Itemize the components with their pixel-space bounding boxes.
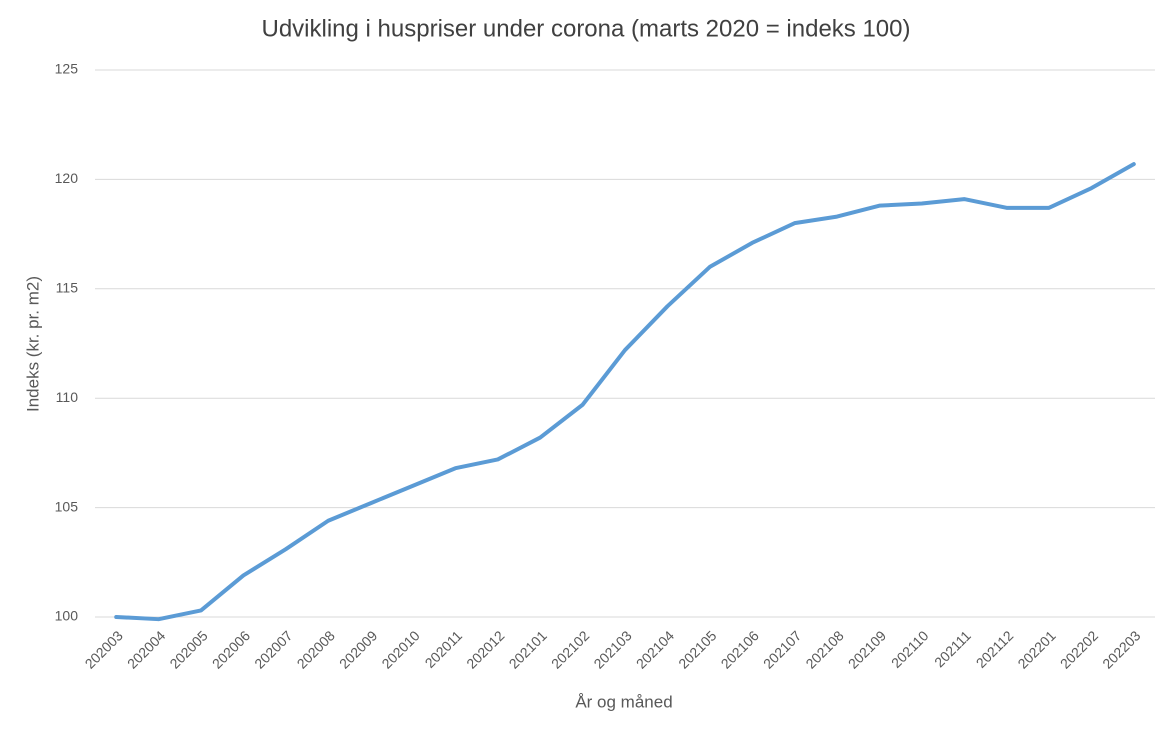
y-tick-label: 110 bbox=[56, 389, 79, 405]
x-tick-label: 202004 bbox=[124, 627, 168, 671]
x-tick-label: 202108 bbox=[802, 627, 846, 671]
x-tick-label: 202105 bbox=[675, 627, 719, 671]
x-tick-label: 202005 bbox=[166, 627, 210, 671]
x-tick-label: 202110 bbox=[888, 627, 932, 671]
x-tick-label: 202009 bbox=[336, 627, 380, 671]
x-tick-label: 202107 bbox=[760, 627, 804, 671]
y-tick-label: 125 bbox=[55, 61, 79, 77]
x-tick-label: 202003 bbox=[82, 627, 126, 671]
x-tick-label: 202102 bbox=[548, 627, 592, 671]
x-tick-label: 202010 bbox=[378, 627, 422, 671]
x-tick-label: 202101 bbox=[506, 627, 550, 671]
x-tick-label: 202008 bbox=[294, 627, 338, 671]
x-tick-label: 202006 bbox=[209, 627, 253, 671]
y-tick-label: 120 bbox=[55, 170, 79, 186]
x-tick-label: 202007 bbox=[251, 627, 295, 671]
x-tick-label: 202104 bbox=[633, 627, 677, 671]
y-tick-label: 105 bbox=[55, 498, 79, 514]
x-tick-label: 202103 bbox=[590, 627, 634, 671]
x-tick-label: 202202 bbox=[1057, 627, 1101, 671]
x-tick-label: 202109 bbox=[845, 627, 889, 671]
y-tick-label: 100 bbox=[55, 608, 79, 624]
x-axis-title: År og måned bbox=[575, 692, 672, 711]
x-tick-label: 202012 bbox=[463, 627, 507, 671]
x-tick-label: 202203 bbox=[1099, 627, 1143, 671]
data-line bbox=[114, 162, 1136, 622]
y-tick-label: 115 bbox=[56, 280, 79, 296]
y-axis-title: Indeks (kr. pr. m2) bbox=[23, 276, 42, 412]
x-tick-label: 202112 bbox=[973, 627, 1017, 671]
x-tick-label: 202011 bbox=[422, 627, 466, 671]
x-tick-label: 202111 bbox=[931, 627, 974, 670]
x-tick-label: 202106 bbox=[718, 627, 762, 671]
chart-title: Udvikling i huspriser under corona (mart… bbox=[262, 15, 911, 42]
x-tick-label: 202201 bbox=[1014, 627, 1058, 671]
